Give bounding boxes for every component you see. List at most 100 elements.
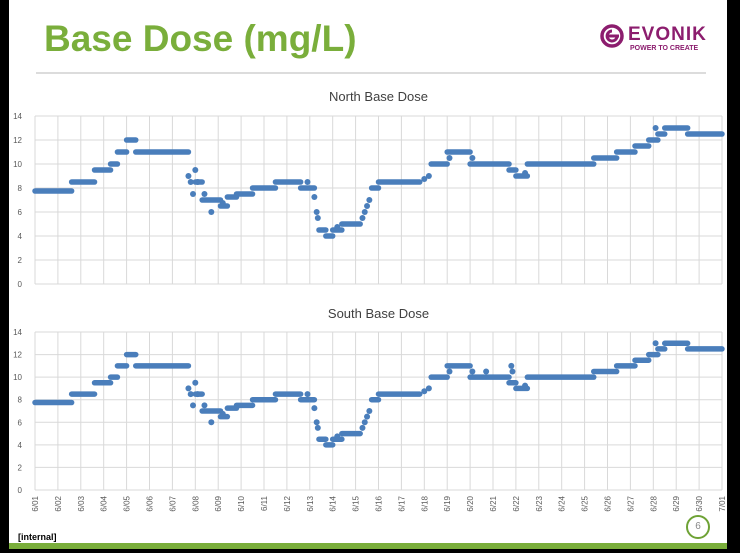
data-point [334,224,341,230]
data-point [364,203,371,209]
data-point [508,362,515,369]
y-tick-label: 6 [18,418,23,427]
data-point [185,385,192,392]
data-point [187,179,194,185]
x-tick-label: 6/28 [649,495,658,511]
data-point [192,379,199,386]
data-point [483,368,490,375]
data-point [421,176,428,182]
data-point [359,215,366,221]
x-tick-label: 6/12 [283,495,292,511]
y-tick-label: 12 [13,136,22,145]
x-tick-label: 6/07 [168,495,177,511]
data-point [192,167,199,173]
data-point [446,368,453,375]
x-tick-label: 6/06 [146,495,155,511]
x-tick-label: 6/15 [352,495,361,511]
data-point [190,402,197,409]
data-point [201,191,208,197]
data-point [311,405,318,412]
data-point [190,191,197,197]
data-point [366,408,373,414]
x-tick-label: 6/23 [535,495,544,511]
data-point [201,402,208,409]
data-point [361,419,368,426]
y-tick-label: 10 [13,373,22,382]
data-point [311,194,318,200]
logo-wordmark: EVONIK [628,24,707,45]
x-tick-label: 6/14 [329,495,338,511]
slide-title: Base Dose (mg/L) [44,18,357,59]
y-tick-label: 10 [13,160,22,169]
x-tick-label: 6/30 [695,495,704,511]
footer-bar [9,543,727,549]
x-tick-label: 6/20 [466,495,475,511]
data-point [304,391,311,398]
x-tick-label: 6/11 [260,495,269,511]
x-tick-label: 6/19 [443,495,452,511]
y-tick-label: 6 [18,208,23,217]
header-divider [36,72,706,74]
chart-south: South Base Dose 0 2 4 6 8 10 12 14 6/01 6/02 6/03 6/… [13,306,727,512]
x-tick-label: 6/05 [123,495,132,511]
data-point [334,433,341,440]
y-tick-label: 14 [13,328,22,337]
data-point [469,368,476,375]
x-tick-label: 6/04 [100,495,109,511]
data-point [194,391,201,398]
y-tick-label: 4 [18,232,23,241]
data-point [185,173,192,179]
y-tick-label: 2 [18,256,23,265]
x-tick-label: 6/25 [581,495,590,511]
x-tick-label: 6/18 [420,495,429,511]
x-tick-label: 6/09 [214,495,223,511]
x-tick-label: 6/21 [489,495,498,511]
data-point [364,413,371,420]
y-tick-label: 0 [18,280,23,289]
data-point [314,215,321,221]
data-point [314,424,321,431]
data-point [652,340,659,347]
x-tick-label: 6/08 [191,495,200,511]
data-point [469,155,476,161]
y-tick-label: 12 [13,351,22,360]
y-tick-label: 4 [18,441,23,450]
data-point [366,197,373,203]
page-number: 6 [686,515,710,539]
data-point [359,424,366,431]
x-tick-label: 6/17 [397,495,406,511]
x-tick-label: 6/26 [604,495,613,511]
x-tick-label: 6/03 [77,495,86,511]
x-tick-label: 6/10 [237,495,246,511]
data-point [194,179,201,185]
data-point [509,368,516,375]
data-point [208,419,215,426]
chart-north: North Base Dose 0 2 4 6 8 10 12 14 [13,89,725,289]
data-point [446,155,453,161]
x-tick-label: 6/01 [31,495,40,511]
data-point [522,382,529,389]
x-tick-label: 6/24 [558,495,567,511]
y-tick-label: 2 [18,463,23,472]
data-point [652,125,659,131]
x-tick-label: 7/01 [718,495,727,511]
evonik-logo-mark-icon [600,24,624,48]
data-point [187,391,194,398]
data-point [219,410,226,417]
data-point [421,388,428,395]
chart-title: South Base Dose [328,306,429,321]
data-point [304,179,311,185]
data-point [361,209,368,215]
data-point [522,170,529,176]
data-point [425,385,432,392]
data-point [313,209,320,215]
y-tick-label: 8 [18,396,23,405]
chart-title: North Base Dose [329,89,428,104]
y-tick-label: 14 [13,112,22,121]
data-point [219,200,226,206]
classification-label: [internal] [18,532,57,542]
x-tick-label: 6/27 [626,495,635,511]
data-point [425,173,432,179]
x-tick-label: 6/16 [375,495,384,511]
